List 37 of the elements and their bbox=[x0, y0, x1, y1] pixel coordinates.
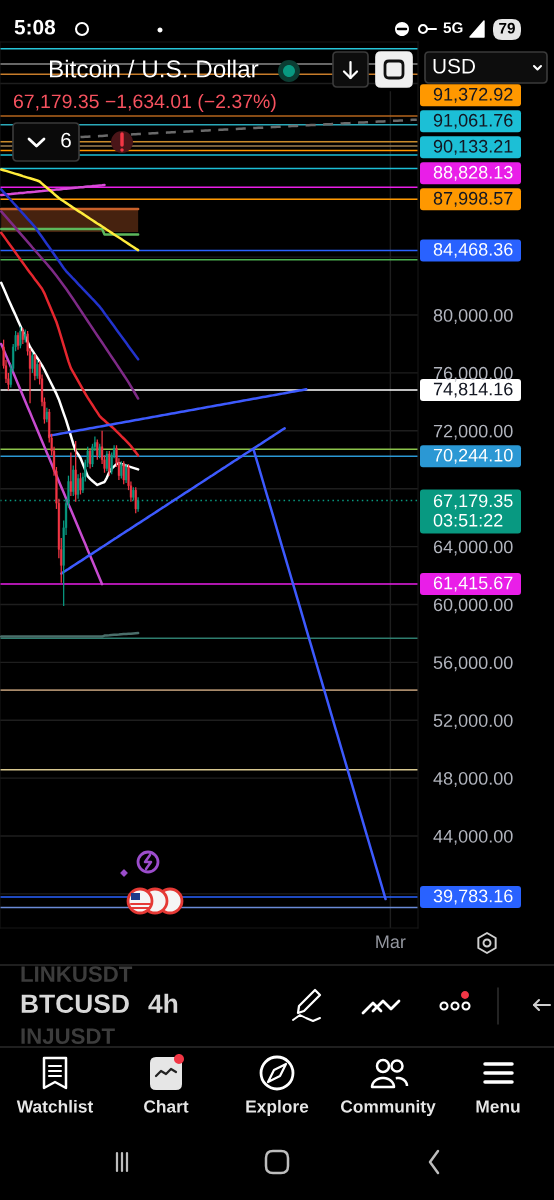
text: Watchlist bbox=[16, 1099, 94, 1113]
ref-line-label: 87,998.57 bbox=[433, 191, 513, 207]
ref-line-label: 70,244.10 bbox=[433, 448, 513, 464]
text: 5:08 bbox=[14, 19, 56, 35]
text: INJUSDT bbox=[21, 1028, 115, 1044]
ref-line-label: 91,061.76 bbox=[433, 113, 513, 129]
ref-line-label: 61,415.67 bbox=[433, 576, 513, 592]
text: LINKUSDT bbox=[21, 966, 133, 982]
ref-line-label: 39,783.16 bbox=[433, 889, 513, 905]
text: USD bbox=[433, 58, 475, 74]
ref-line-label: 84,468.36 bbox=[433, 242, 513, 258]
text: 67,179.35 −1,634.01 (−2.37%) bbox=[13, 93, 276, 113]
text: 4h bbox=[148, 993, 178, 1013]
y-tick-label: 72,000.00 bbox=[433, 424, 513, 440]
y-tick-label: 76,000.00 bbox=[433, 366, 513, 382]
text: 79 bbox=[499, 22, 515, 34]
annotation: 6 bbox=[61, 132, 71, 148]
y-tick-label: 48,000.00 bbox=[433, 772, 513, 787]
y-tick-label: 52,000.00 bbox=[433, 714, 513, 730]
ref-line-label: 91,372.92 bbox=[433, 87, 513, 103]
text: Chart bbox=[144, 1099, 189, 1113]
text: Bitcoin / U.S. Dollar bbox=[49, 59, 259, 78]
text: 5G bbox=[443, 22, 463, 34]
text: Menu bbox=[476, 1100, 520, 1113]
y-tick-label: 64,000.00 bbox=[433, 540, 513, 556]
x-tick-label: Mar bbox=[376, 935, 406, 949]
y-tick-label: 44,000.00 bbox=[433, 829, 513, 845]
ref-line-label: 88,828.13 bbox=[433, 165, 513, 181]
text: BTCUSD bbox=[21, 994, 129, 1014]
y-tick-label: 80,000.00 bbox=[433, 308, 513, 324]
ref-line-label: 90,133.21 bbox=[433, 139, 513, 155]
text: Community bbox=[340, 1099, 436, 1117]
ref-line-label: 67,179.35 03:51:22 bbox=[433, 494, 513, 527]
text: Explore bbox=[246, 1099, 309, 1117]
ref-line-label: 74,814.16 bbox=[433, 382, 513, 398]
y-tick-label: 60,000.00 bbox=[433, 598, 513, 614]
y-tick-label: 56,000.00 bbox=[433, 656, 513, 672]
